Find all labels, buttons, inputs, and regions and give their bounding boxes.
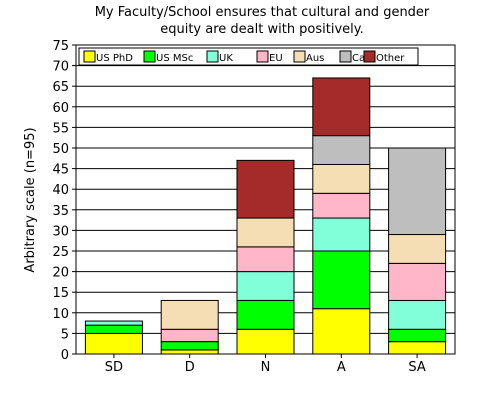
bar-segment-us-msc bbox=[84, 324, 143, 334]
legend-swatch bbox=[339, 50, 352, 63]
bar-segment-us-msc bbox=[388, 328, 447, 343]
legend: US PhD US MSc UK EU Aus Ca Other bbox=[78, 47, 419, 66]
y-tick-label: 10 bbox=[52, 307, 69, 322]
legend-label: US MSc bbox=[156, 53, 193, 64]
bar-segment-eu bbox=[236, 246, 295, 273]
bar-segment-uk bbox=[236, 271, 295, 301]
y-tick-label: 40 bbox=[52, 183, 69, 198]
y-tick-label: 20 bbox=[52, 266, 69, 281]
x-tick-label: SD bbox=[105, 360, 123, 375]
legend-label: Aus bbox=[306, 53, 324, 64]
bar-segment-us-phd bbox=[388, 341, 447, 355]
legend-label: EU bbox=[269, 53, 283, 64]
y-tick-label: 65 bbox=[52, 80, 69, 95]
bar-segment-other bbox=[312, 77, 371, 137]
legend-label: Other bbox=[376, 53, 405, 64]
bar-segment-eu bbox=[388, 262, 447, 301]
legend-swatch bbox=[83, 50, 96, 63]
bar-segment-us-msc bbox=[236, 299, 295, 330]
bar-segment-us-phd bbox=[84, 332, 143, 355]
y-axis-label: Arbitrary scale (n=95) bbox=[23, 127, 38, 272]
plot-frame bbox=[75, 44, 456, 355]
bar-segment-us-msc bbox=[160, 341, 219, 351]
legend-label: US PhD bbox=[96, 53, 133, 64]
y-tick-label: 15 bbox=[52, 286, 69, 301]
legend-label: Ca bbox=[352, 53, 365, 64]
bar-segment-us-phd bbox=[160, 349, 219, 355]
y-tick-label: 70 bbox=[52, 60, 69, 75]
x-tick-label: SA bbox=[408, 360, 425, 375]
bar-segment-us-phd bbox=[312, 308, 371, 355]
bar-segment-aus bbox=[236, 217, 295, 248]
x-tick-label: N bbox=[261, 360, 271, 375]
bar-segment-uk bbox=[388, 299, 447, 330]
y-tick-label: 0 bbox=[61, 348, 69, 363]
x-tick-label: A bbox=[337, 360, 346, 375]
y-tick-label: 35 bbox=[52, 204, 69, 219]
legend-label: UK bbox=[219, 53, 233, 64]
bar-segment-uk bbox=[84, 320, 143, 326]
y-tick-label: 45 bbox=[52, 163, 69, 178]
legend-swatch bbox=[256, 50, 269, 63]
bar-segment-eu bbox=[312, 192, 371, 219]
bar-segment-uk bbox=[312, 217, 371, 252]
bar-segment-aus bbox=[160, 299, 219, 330]
legend-swatch bbox=[206, 50, 219, 63]
bars bbox=[84, 77, 447, 355]
bar-segment-aus bbox=[388, 234, 447, 264]
bar-segment-us-phd bbox=[236, 328, 295, 355]
x-tick-label: D bbox=[185, 360, 195, 375]
legend-box bbox=[78, 47, 419, 66]
bar-segment-other bbox=[236, 159, 295, 219]
legend-swatch bbox=[293, 50, 306, 63]
bar-segment-us-msc bbox=[312, 250, 371, 310]
y-tick-label: 5 bbox=[61, 327, 69, 342]
chart-title-line-2: equity are dealt with positively. bbox=[160, 22, 364, 37]
y-tick-label: 30 bbox=[52, 224, 69, 239]
y-tick-label: 25 bbox=[52, 245, 69, 260]
y-tick-label: 60 bbox=[52, 101, 69, 116]
legend-swatch bbox=[143, 50, 156, 63]
axes: 0 5 10 15 20 25 30 35 40 45 50 55 60 65 70 75 SD D N A SA bbox=[52, 39, 456, 375]
y-tick-label: 50 bbox=[52, 142, 69, 157]
bar-segment-ca bbox=[388, 147, 447, 236]
bar-segment-aus bbox=[312, 163, 371, 194]
bar-segment-eu bbox=[160, 328, 219, 343]
y-tick-label: 75 bbox=[52, 39, 69, 54]
chart-title-line-1: My Faculty/School ensures that cultural … bbox=[95, 5, 430, 20]
y-tick-label: 55 bbox=[52, 121, 69, 136]
bar-segment-ca bbox=[312, 135, 371, 165]
legend-swatch bbox=[363, 50, 376, 63]
